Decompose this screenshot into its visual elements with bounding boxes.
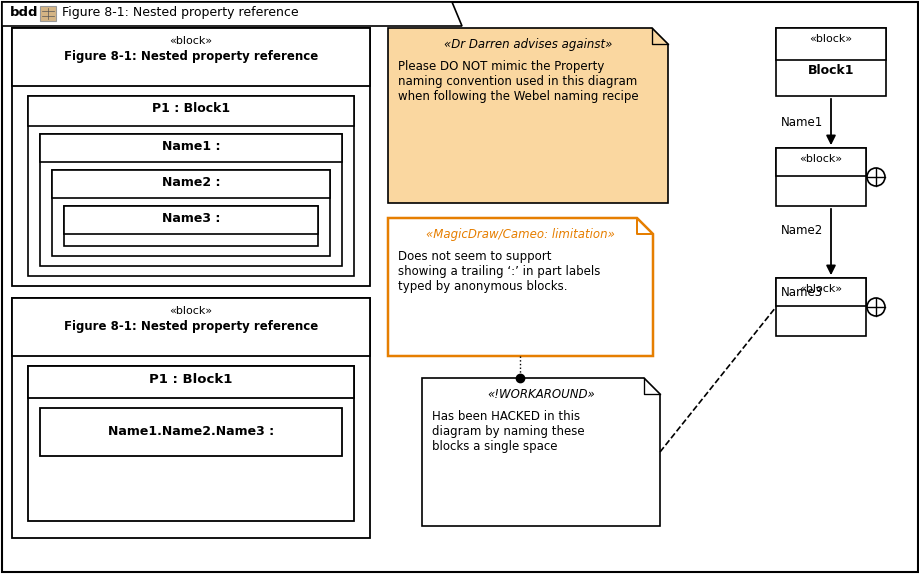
Bar <box>775 148 865 176</box>
Text: «MagicDraw/Cameo: limitation»: «MagicDraw/Cameo: limitation» <box>425 228 614 241</box>
Text: bdd: bdd <box>10 6 39 19</box>
Bar <box>40 134 342 162</box>
Text: Figure 8-1: Nested property reference: Figure 8-1: Nested property reference <box>63 320 318 333</box>
Bar <box>40 6 56 21</box>
Text: «Dr Darren advises against»: «Dr Darren advises against» <box>443 38 611 51</box>
Polygon shape <box>388 218 652 356</box>
Text: «block»: «block» <box>799 154 842 164</box>
Text: Block1: Block1 <box>807 64 854 77</box>
Text: Name3 :: Name3 : <box>162 212 220 225</box>
Bar <box>28 366 354 398</box>
Bar <box>28 366 354 521</box>
Bar <box>775 148 865 206</box>
Text: Name1 :: Name1 : <box>162 140 220 153</box>
Polygon shape <box>422 378 659 526</box>
Bar <box>64 206 318 246</box>
Bar <box>775 28 885 60</box>
Text: P1 : Block1: P1 : Block1 <box>149 373 233 386</box>
Bar <box>52 170 330 198</box>
Text: Name3: Name3 <box>780 286 823 299</box>
Bar <box>12 298 369 356</box>
Bar <box>28 96 354 126</box>
Text: Name1: Name1 <box>780 116 823 129</box>
Text: Does not seem to support
showing a trailing ‘:’ in part labels
typed by anonymou: Does not seem to support showing a trail… <box>398 250 600 293</box>
Bar <box>28 96 354 276</box>
Text: «block»: «block» <box>169 306 212 316</box>
Text: Name1.Name2.Name3 :: Name1.Name2.Name3 : <box>108 425 274 439</box>
Bar <box>775 278 865 306</box>
Text: Has been HACKED in this
diagram by naming these
blocks a single space: Has been HACKED in this diagram by namin… <box>432 410 584 453</box>
Bar <box>12 28 369 286</box>
Text: Figure 8-1: Nested property reference: Figure 8-1: Nested property reference <box>62 6 299 19</box>
Bar <box>775 278 865 336</box>
Polygon shape <box>388 28 667 203</box>
Circle shape <box>866 168 884 186</box>
Bar <box>12 298 369 538</box>
Text: Name2: Name2 <box>780 224 823 237</box>
Text: «block»: «block» <box>809 34 852 44</box>
Bar <box>40 408 342 456</box>
Bar <box>64 206 318 234</box>
Text: «block»: «block» <box>169 36 212 46</box>
Text: «block»: «block» <box>799 284 842 294</box>
Text: Please DO NOT mimic the Property
naming convention used in this diagram
when fol: Please DO NOT mimic the Property naming … <box>398 60 638 103</box>
Text: P1 : Block1: P1 : Block1 <box>152 102 230 115</box>
Bar <box>52 170 330 256</box>
Bar <box>12 28 369 86</box>
Text: «!WORKAROUND»: «!WORKAROUND» <box>486 388 595 401</box>
Polygon shape <box>2 2 461 26</box>
Circle shape <box>866 298 884 316</box>
Bar <box>775 28 885 96</box>
Bar <box>40 134 342 266</box>
Text: Figure 8-1: Nested property reference: Figure 8-1: Nested property reference <box>63 50 318 63</box>
Text: Name2 :: Name2 : <box>162 176 220 189</box>
